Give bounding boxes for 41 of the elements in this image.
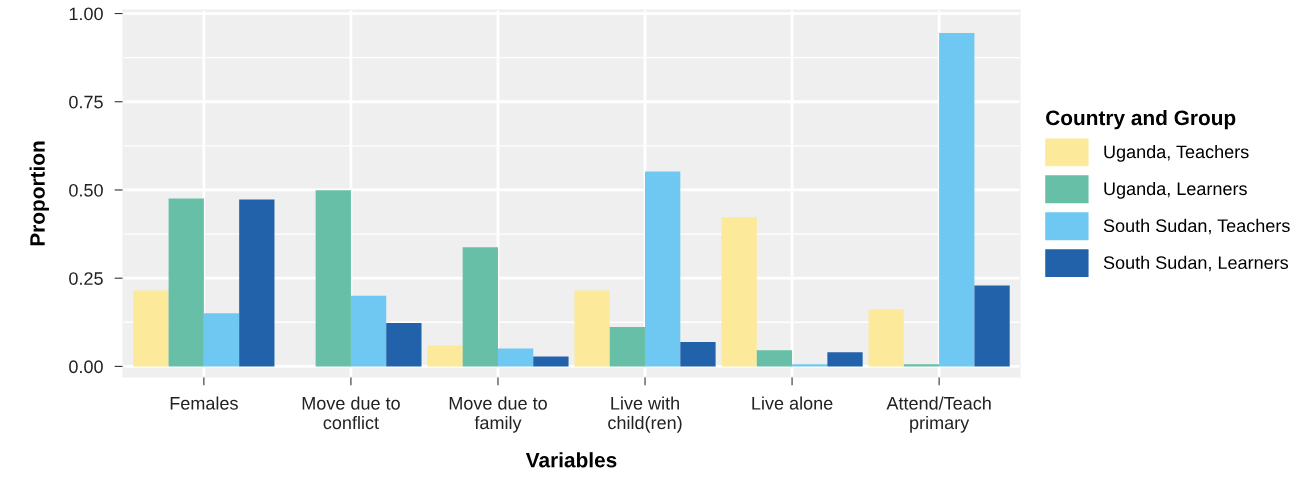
legend-label: Uganda, Teachers xyxy=(1104,144,1249,162)
bar xyxy=(386,323,422,367)
legend-title: Country and Group xyxy=(1046,109,1236,130)
bar xyxy=(427,345,463,367)
bar xyxy=(792,364,828,367)
y-tick-label: 0.50 xyxy=(69,183,103,197)
y-axis-title: Proportion xyxy=(29,141,49,246)
y-tick-label: 1.00 xyxy=(69,7,103,21)
bar xyxy=(756,350,793,367)
bar xyxy=(680,342,716,367)
bar xyxy=(533,356,569,367)
y-tick-label: 0.75 xyxy=(69,95,103,109)
legend-label: South Sudan, Learners xyxy=(1103,255,1289,272)
x-tick-label: Move due to conflict xyxy=(302,396,400,430)
bar xyxy=(827,352,863,367)
bar xyxy=(462,247,498,367)
bar xyxy=(974,285,1010,367)
legend-label: South Sudan, Teachers xyxy=(1103,218,1290,235)
x-tick-label: Females xyxy=(170,396,238,410)
x-tick-label: Live with child(ren) xyxy=(608,396,682,433)
y-tick-label: 0.00 xyxy=(69,360,103,374)
bar xyxy=(645,171,681,367)
bar xyxy=(609,326,646,367)
bar xyxy=(497,348,534,367)
x-tick-label: Live alone xyxy=(752,396,833,410)
legend-label: Uganda, Learners xyxy=(1104,181,1247,199)
bar xyxy=(315,190,351,367)
x-axis-title: Variables xyxy=(525,452,617,468)
bar xyxy=(350,295,387,367)
bar xyxy=(868,309,904,367)
bar xyxy=(239,199,275,367)
bar xyxy=(939,32,975,367)
y-tick-label: 0.25 xyxy=(69,272,103,285)
bar xyxy=(203,313,240,367)
bar xyxy=(133,290,169,367)
bar xyxy=(903,364,940,367)
bar xyxy=(721,217,757,367)
bar xyxy=(574,290,610,367)
x-tick-label: Attend/Teach primary xyxy=(886,396,991,433)
x-tick-label: Move due to family xyxy=(449,396,547,433)
bar xyxy=(168,198,204,367)
